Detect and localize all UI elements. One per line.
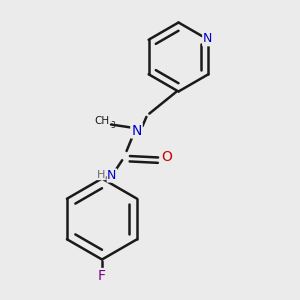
Text: H: H: [97, 169, 105, 180]
Text: 3: 3: [110, 122, 115, 130]
Text: F: F: [98, 269, 106, 283]
Text: CH: CH: [94, 116, 110, 127]
Text: N: N: [203, 32, 212, 45]
Text: N: N: [131, 124, 142, 137]
Text: N: N: [107, 169, 117, 182]
Text: O: O: [162, 150, 172, 164]
